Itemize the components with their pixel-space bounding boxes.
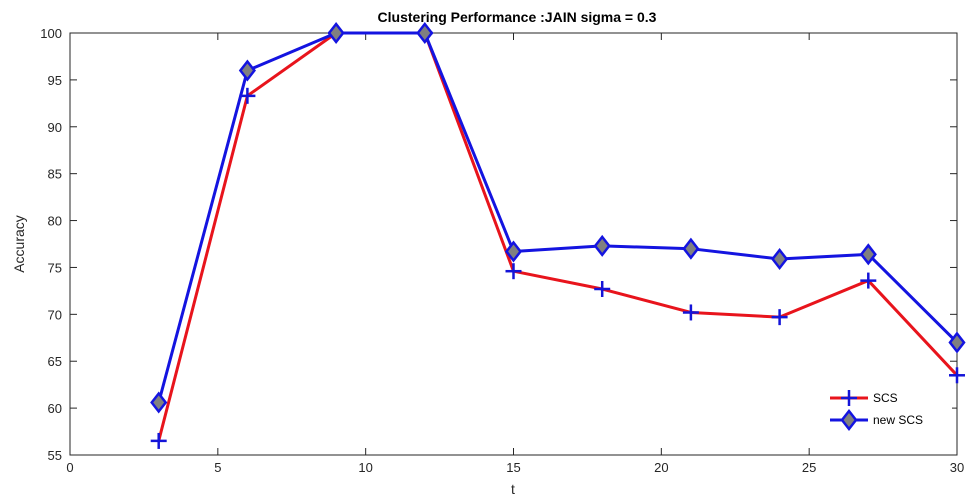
y-tick-label: 70 xyxy=(48,307,62,322)
y-tick-label: 75 xyxy=(48,260,62,275)
data-point xyxy=(859,243,877,266)
legend-label: SCS xyxy=(873,391,898,405)
series-layer xyxy=(150,21,966,449)
legend-label: new SCS xyxy=(873,413,923,427)
data-point xyxy=(505,263,522,280)
y-tick-label: 80 xyxy=(48,214,62,229)
legend-box xyxy=(822,382,952,442)
legend-marker xyxy=(840,408,858,432)
y-tick-label: 95 xyxy=(48,73,62,88)
data-point xyxy=(327,21,345,45)
data-point xyxy=(860,272,877,289)
data-point xyxy=(150,432,167,449)
y-tick-label: 90 xyxy=(48,120,62,135)
legend-item: new SCS xyxy=(830,408,923,432)
y-tick-label: 55 xyxy=(48,448,62,463)
y-tick-label: 100 xyxy=(40,26,62,41)
data-point xyxy=(682,237,700,260)
axis-ticks: 0 5 10 15 20 25 30 55 60 65 70 75 80 85 90 95 100 xyxy=(40,26,964,475)
chart-title: Clustering Performance :JAIN sigma = 0.3 xyxy=(378,9,657,25)
data-point xyxy=(150,391,168,414)
legend-item: SCS xyxy=(830,390,898,406)
data-point xyxy=(948,331,966,354)
x-tick-label: 10 xyxy=(358,460,372,475)
series-line xyxy=(157,31,959,403)
y-tick-label: 85 xyxy=(48,167,62,182)
data-point xyxy=(771,309,788,326)
data-point xyxy=(238,59,256,82)
data-point xyxy=(771,247,789,271)
y-tick-label: 65 xyxy=(48,354,62,369)
data-point xyxy=(416,21,434,45)
y-axis-label: Accuracy xyxy=(11,215,27,273)
legend: SCS new SCS xyxy=(822,382,952,442)
data-point xyxy=(594,281,611,298)
y-tick-label: 60 xyxy=(48,401,62,416)
series-new-scs xyxy=(150,21,966,414)
series-line xyxy=(157,31,959,442)
x-tick-label: 25 xyxy=(802,460,816,475)
data-point xyxy=(682,304,699,321)
data-point xyxy=(949,367,965,384)
legend-marker xyxy=(841,390,857,406)
data-point xyxy=(504,240,523,263)
data-point xyxy=(593,234,611,257)
x-tick-label: 15 xyxy=(506,460,520,475)
x-tick-label: 5 xyxy=(214,460,221,475)
x-axis-label: t xyxy=(511,481,515,497)
x-tick-label: 0 xyxy=(66,460,73,475)
x-tick-label: 30 xyxy=(950,460,964,475)
x-tick-label: 20 xyxy=(654,460,668,475)
